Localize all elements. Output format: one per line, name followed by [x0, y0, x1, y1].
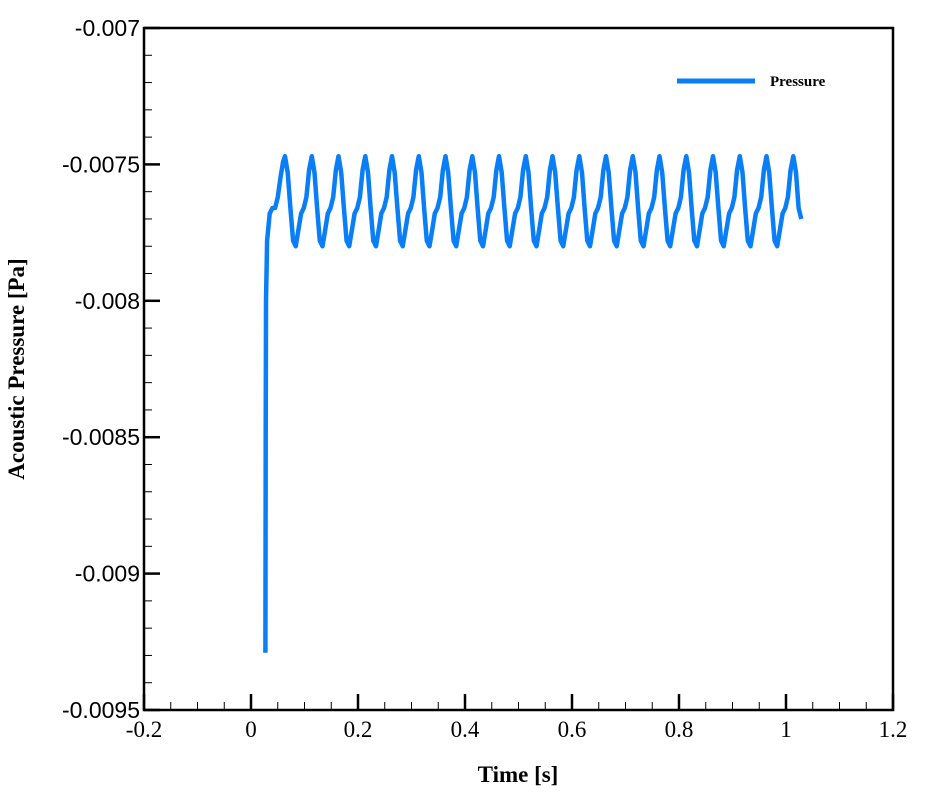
x-tick-label: 1 — [780, 717, 792, 742]
legend: Pressure — [677, 74, 826, 90]
y-tick-label: -0.0085 — [62, 424, 140, 450]
y-axis-title: Acoustic Pressure [Pa] — [4, 258, 29, 479]
major-ticks — [142, 26, 895, 712]
x-tick-label: 0.2 — [344, 717, 373, 742]
x-tick-label: 0.8 — [665, 717, 694, 742]
x-tick-label: 0.4 — [451, 717, 480, 742]
y-tick-label: -0.009 — [75, 561, 140, 587]
plot-frame — [142, 26, 895, 712]
y-tick-label: -0.007 — [75, 15, 140, 41]
x-tick-label: 0 — [245, 717, 257, 742]
series-line-pressure — [263, 153, 804, 653]
minor-ticks — [143, 27, 894, 711]
tick-labels: -0.2 0 0.2 0.4 0.6 0.8 1 1.2 -0.007 -0.0075 -0.008… — [62, 15, 907, 742]
x-tick-label: -0.2 — [126, 717, 162, 742]
y-tick-label: -0.0095 — [62, 697, 140, 723]
legend-label-pressure: Pressure — [770, 74, 826, 90]
y-tick-label: -0.0075 — [62, 151, 140, 177]
x-tick-label: 1.2 — [879, 717, 908, 742]
y-tick-label: -0.008 — [75, 288, 140, 314]
x-axis-title: Time [s] — [478, 762, 559, 787]
x-tick-label: 0.6 — [558, 717, 587, 742]
